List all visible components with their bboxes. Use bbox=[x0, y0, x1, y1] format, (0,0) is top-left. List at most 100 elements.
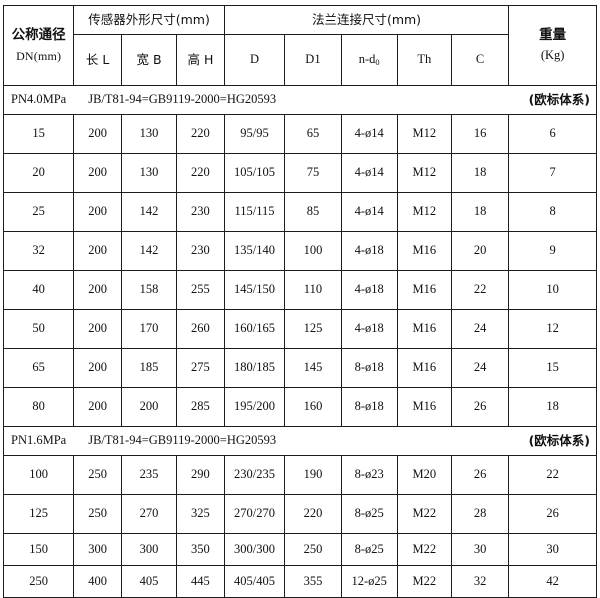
section-standard-code: JB/T81-94=GB9119-2000=HG20593 bbox=[88, 92, 277, 107]
cell-weight: 7 bbox=[508, 153, 597, 193]
cell-dn: 65 bbox=[2, 348, 75, 388]
cell-dn: 150 bbox=[2, 533, 75, 566]
cell-width: 170 bbox=[120, 309, 178, 349]
cell-c: 26 bbox=[450, 455, 510, 495]
cell-th: M16 bbox=[396, 309, 452, 349]
cell-dn: 40 bbox=[2, 270, 75, 310]
header-weight: 重量 (Kg) bbox=[508, 5, 597, 86]
cell-d1: 160 bbox=[284, 387, 342, 427]
table-body: PN4.0MPa JB/T81-94=GB9119-2000=HG20593 (欧标… bbox=[2, 85, 597, 598]
cell-c: 32 bbox=[450, 565, 510, 598]
cell-n-d0: 12-ø25 bbox=[340, 565, 398, 598]
cell-length: 200 bbox=[73, 387, 122, 427]
cell-th: M12 bbox=[396, 153, 452, 193]
header-col-n-d0-subscript: 0 bbox=[375, 57, 380, 68]
table-row: 15 200 130 220 95/95 65 4-ø14 M12 16 6 bbox=[2, 114, 597, 154]
cell-weight: 8 bbox=[508, 192, 597, 232]
cell-n-d0: 4-ø18 bbox=[340, 270, 398, 310]
cell-c: 18 bbox=[450, 153, 510, 193]
cell-weight: 30 bbox=[508, 533, 597, 566]
cell-width: 405 bbox=[120, 565, 178, 598]
cell-width: 235 bbox=[120, 455, 178, 495]
section-header-cell: PN1.6MPa JB/T81-94=GB9119-2000=HG20593 (欧标… bbox=[3, 426, 597, 456]
cell-n-d0: 4-ø18 bbox=[340, 309, 398, 349]
header-group-flange-dimensions: 法兰连接尺寸(mm) bbox=[223, 5, 510, 35]
cell-th: M12 bbox=[396, 114, 452, 154]
header-nominal-diameter-line2: DN(mm) bbox=[16, 48, 62, 63]
cell-d: 95/95 bbox=[223, 114, 286, 154]
cell-d: 195/200 bbox=[223, 387, 286, 427]
cell-d1: 75 bbox=[284, 153, 342, 193]
cell-height: 290 bbox=[176, 455, 225, 495]
cell-weight: 9 bbox=[508, 231, 597, 271]
header-col-n-d0-prefix: n-d bbox=[358, 52, 376, 67]
section-pressure-rating: PN4.0MPa bbox=[11, 92, 67, 107]
header-nominal-diameter: 公称通径 DN(mm) bbox=[2, 5, 75, 86]
cell-c: 16 bbox=[450, 114, 510, 154]
cell-length: 250 bbox=[73, 455, 122, 495]
header-col-height: 高 H bbox=[176, 34, 225, 86]
cell-height: 220 bbox=[176, 114, 225, 154]
cell-d1: 220 bbox=[284, 494, 342, 534]
header-col-c: C bbox=[450, 34, 510, 86]
table-row: 20 200 130 220 105/105 75 4-ø14 M12 18 7 bbox=[2, 153, 597, 193]
cell-n-d0: 4-ø14 bbox=[340, 114, 398, 154]
cell-n-d0: 4-ø18 bbox=[340, 231, 398, 271]
table-row: 50 200 170 260 160/165 125 4-ø18 M16 24 12 bbox=[2, 309, 597, 349]
cell-c: 24 bbox=[450, 348, 510, 388]
cell-width: 142 bbox=[120, 192, 178, 232]
cell-th: M20 bbox=[396, 455, 452, 495]
cell-c: 28 bbox=[450, 494, 510, 534]
cell-d: 105/105 bbox=[223, 153, 286, 193]
cell-weight: 18 bbox=[508, 387, 597, 427]
cell-d1: 65 bbox=[284, 114, 342, 154]
table-row: 40 200 158 255 145/150 110 4-ø18 M16 22 10 bbox=[2, 270, 597, 310]
cell-c: 26 bbox=[450, 387, 510, 427]
cell-d: 230/235 bbox=[223, 455, 286, 495]
cell-width: 158 bbox=[120, 270, 178, 310]
cell-length: 200 bbox=[73, 153, 122, 193]
cell-length: 200 bbox=[73, 114, 122, 154]
table-row: 125 250 270 325 270/270 220 8-ø25 M22 28 26 bbox=[2, 494, 597, 534]
cell-th: M22 bbox=[396, 533, 452, 566]
cell-n-d0: 8-ø18 bbox=[340, 387, 398, 427]
section-pressure-rating: PN1.6MPa bbox=[11, 433, 67, 448]
cell-height: 325 bbox=[176, 494, 225, 534]
cell-length: 200 bbox=[73, 270, 122, 310]
header-col-length: 长 L bbox=[73, 34, 122, 86]
header-sub-row: 长 L 宽 B 高 H D D1 n-d0 Th C bbox=[4, 34, 597, 86]
cell-weight: 12 bbox=[508, 309, 597, 349]
cell-d: 135/140 bbox=[223, 231, 286, 271]
cell-weight: 26 bbox=[508, 494, 597, 534]
cell-length: 200 bbox=[73, 192, 122, 232]
table-row: 25 200 142 230 115/115 85 4-ø14 M12 18 8 bbox=[2, 192, 597, 232]
cell-weight: 15 bbox=[508, 348, 597, 388]
cell-width: 130 bbox=[120, 153, 178, 193]
section-header-row: PN1.6MPa JB/T81-94=GB9119-2000=HG20593 (欧标… bbox=[3, 426, 597, 456]
cell-d: 145/150 bbox=[223, 270, 286, 310]
cell-n-d0: 4-ø14 bbox=[340, 192, 398, 232]
cell-th: M16 bbox=[396, 270, 452, 310]
cell-n-d0: 8-ø25 bbox=[340, 533, 398, 566]
section-header-row: PN4.0MPa JB/T81-94=GB9119-2000=HG20593 (欧标… bbox=[3, 85, 597, 115]
spec-table-container: 公称通径 DN(mm) 传感器外形尺寸(mm) 法兰连接尺寸(mm) 重量 (K… bbox=[2, 5, 597, 598]
cell-dn: 15 bbox=[2, 114, 75, 154]
cell-d1: 100 bbox=[284, 231, 342, 271]
table-row: 32 200 142 230 135/140 100 4-ø18 M16 20 9 bbox=[2, 231, 597, 271]
cell-width: 142 bbox=[120, 231, 178, 271]
cell-height: 220 bbox=[176, 153, 225, 193]
cell-d: 180/185 bbox=[223, 348, 286, 388]
cell-length: 200 bbox=[73, 231, 122, 271]
cell-d: 160/165 bbox=[223, 309, 286, 349]
table-row: 150 300 300 350 300/300 250 8-ø25 M22 30 30 bbox=[2, 533, 597, 566]
cell-dn: 80 bbox=[2, 387, 75, 427]
cell-length: 200 bbox=[73, 309, 122, 349]
section-standard-code: JB/T81-94=GB9119-2000=HG20593 bbox=[88, 433, 277, 448]
cell-width: 300 bbox=[120, 533, 178, 566]
header-col-d: D bbox=[223, 34, 286, 86]
cell-th: M22 bbox=[396, 494, 452, 534]
section-standard-system-note: (欧标体系) bbox=[528, 92, 590, 108]
header-col-th: Th bbox=[396, 34, 452, 86]
cell-height: 230 bbox=[176, 231, 225, 271]
cell-dn: 50 bbox=[2, 309, 75, 349]
